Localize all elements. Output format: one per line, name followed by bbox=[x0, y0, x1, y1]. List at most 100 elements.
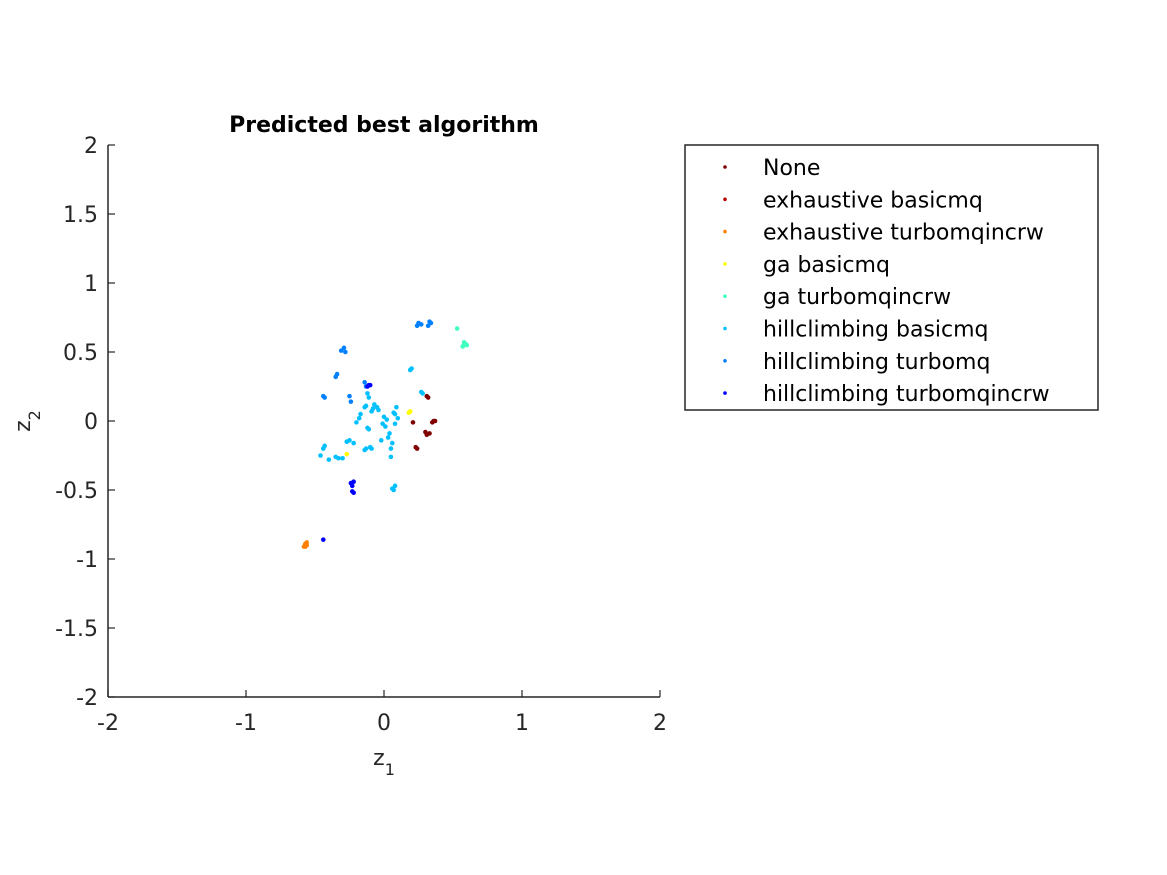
legend-marker bbox=[723, 197, 727, 202]
data-point bbox=[410, 420, 416, 425]
data-point bbox=[340, 455, 345, 461]
data-point bbox=[366, 395, 372, 400]
data-point bbox=[304, 540, 310, 545]
data-point bbox=[351, 479, 356, 485]
data-point bbox=[389, 440, 395, 446]
legend-marker bbox=[723, 326, 727, 331]
legend-marker bbox=[723, 165, 727, 169]
legend-label: None bbox=[763, 156, 820, 181]
y-tick-label: 1 bbox=[84, 272, 98, 297]
data-point bbox=[354, 420, 359, 425]
x-tick-label: -1 bbox=[235, 711, 257, 736]
data-point bbox=[392, 421, 398, 427]
data-point bbox=[363, 403, 369, 409]
data-point bbox=[363, 446, 369, 451]
data-point bbox=[344, 451, 350, 457]
data-point bbox=[427, 431, 432, 436]
data-point bbox=[376, 407, 381, 413]
x-tick-label: 2 bbox=[653, 711, 667, 736]
data-point bbox=[347, 438, 352, 443]
data-point bbox=[320, 537, 326, 542]
data-point bbox=[418, 322, 424, 327]
data-point bbox=[303, 544, 308, 549]
x-ticks: -2 -1 0 1 2 bbox=[97, 690, 667, 736]
y-tick-label: -0.5 bbox=[55, 479, 98, 504]
data-point bbox=[420, 391, 425, 396]
y-tick-label: 2 bbox=[84, 134, 98, 159]
legend-marker bbox=[723, 359, 727, 363]
data-point bbox=[322, 443, 327, 449]
y-tick-label: 0 bbox=[84, 410, 98, 435]
data-point bbox=[341, 345, 347, 351]
data-point bbox=[385, 435, 391, 440]
legend-label: exhaustive basicmq bbox=[763, 188, 983, 213]
chart-title: Predicted best algorithm bbox=[229, 113, 539, 138]
data-points bbox=[301, 319, 470, 549]
data-point bbox=[365, 391, 370, 396]
legend-marker bbox=[723, 229, 727, 234]
data-point bbox=[366, 426, 372, 432]
x-axis-label: z1 bbox=[373, 746, 395, 779]
y-tick-label: -1.5 bbox=[55, 617, 98, 642]
data-point bbox=[370, 406, 376, 411]
data-point bbox=[336, 455, 341, 461]
data-point bbox=[391, 487, 396, 493]
data-point bbox=[351, 490, 356, 496]
data-point bbox=[343, 349, 348, 355]
y-tick-label: -2 bbox=[76, 686, 98, 711]
y-tick-label: 0.5 bbox=[63, 341, 98, 366]
data-point bbox=[367, 382, 373, 388]
data-point bbox=[425, 395, 431, 400]
x-axis-label-base: z bbox=[373, 746, 385, 771]
data-point bbox=[362, 380, 367, 385]
y-axis-label: z2 bbox=[11, 410, 44, 432]
data-point bbox=[409, 366, 414, 371]
legend-box bbox=[684, 144, 1099, 411]
legend-label: hillclimbing basicmq bbox=[763, 318, 989, 343]
data-point bbox=[358, 411, 363, 417]
data-point bbox=[367, 444, 373, 450]
data-point bbox=[395, 415, 401, 421]
data-point bbox=[349, 483, 355, 489]
data-point bbox=[318, 453, 323, 458]
legend-label: ga turbomqincrw bbox=[763, 285, 951, 310]
x-tick-label: 0 bbox=[377, 711, 391, 736]
data-point bbox=[464, 342, 470, 348]
y-axis-label-subscript: 2 bbox=[25, 410, 44, 420]
data-point bbox=[378, 438, 384, 443]
legend-label: hillclimbing turbomqincrw bbox=[763, 382, 1050, 407]
data-point bbox=[428, 320, 434, 326]
data-point bbox=[356, 415, 362, 421]
data-point bbox=[392, 411, 398, 417]
legend: None exhaustive basicmq exhaustive turbomq… bbox=[684, 144, 1099, 411]
x-tick-label: 1 bbox=[515, 711, 529, 736]
data-point bbox=[387, 431, 392, 436]
data-point bbox=[320, 393, 326, 399]
data-point bbox=[384, 417, 390, 422]
y-axis-label-base: z bbox=[11, 420, 36, 432]
legend-label: ga basicmq bbox=[763, 253, 890, 278]
legend-label: exhaustive turbomqincrw bbox=[763, 221, 1044, 246]
legend-marker bbox=[723, 262, 727, 266]
data-point bbox=[326, 457, 332, 462]
data-point bbox=[333, 374, 339, 380]
data-point bbox=[348, 399, 354, 404]
legend-label: hillclimbing turbomq bbox=[763, 350, 990, 375]
data-point bbox=[392, 483, 398, 489]
x-tick-label: -2 bbox=[97, 711, 119, 736]
data-point bbox=[414, 446, 420, 451]
legend-marker bbox=[723, 391, 727, 395]
legend-marker bbox=[723, 294, 727, 299]
data-point bbox=[432, 418, 438, 424]
y-tick-label: 1.5 bbox=[63, 203, 98, 228]
data-point bbox=[388, 454, 394, 460]
data-point bbox=[394, 404, 399, 410]
x-axis-label-subscript: 1 bbox=[385, 760, 395, 779]
y-ticks: 2 1.5 1 0.5 0 -0.5 -1 -1.5 -2 bbox=[55, 134, 115, 711]
data-point bbox=[383, 424, 388, 429]
data-point bbox=[351, 440, 356, 446]
data-point bbox=[347, 393, 352, 399]
data-point bbox=[407, 409, 413, 414]
